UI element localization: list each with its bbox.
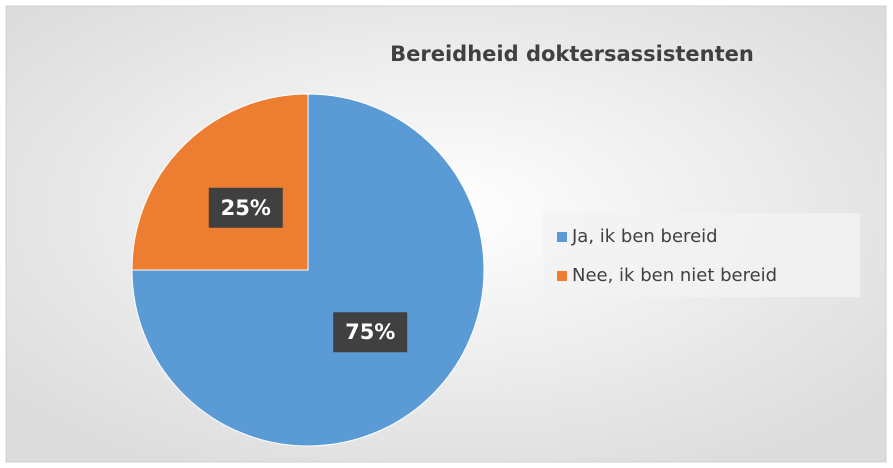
legend-swatch (557, 271, 567, 281)
legend-label: Nee, ik ben niet bereid (572, 265, 777, 286)
chart-title: Bereidheid doktersassistenten (390, 42, 754, 66)
legend-label: Ja, ik ben bereid (571, 226, 718, 247)
data-label: 75% (345, 320, 395, 344)
legend-swatch (557, 232, 567, 242)
legend (543, 213, 860, 297)
data-label-box (333, 312, 408, 353)
data-label: 25% (221, 196, 271, 220)
data-label-box (208, 187, 283, 228)
pie-slice (131, 93, 485, 447)
